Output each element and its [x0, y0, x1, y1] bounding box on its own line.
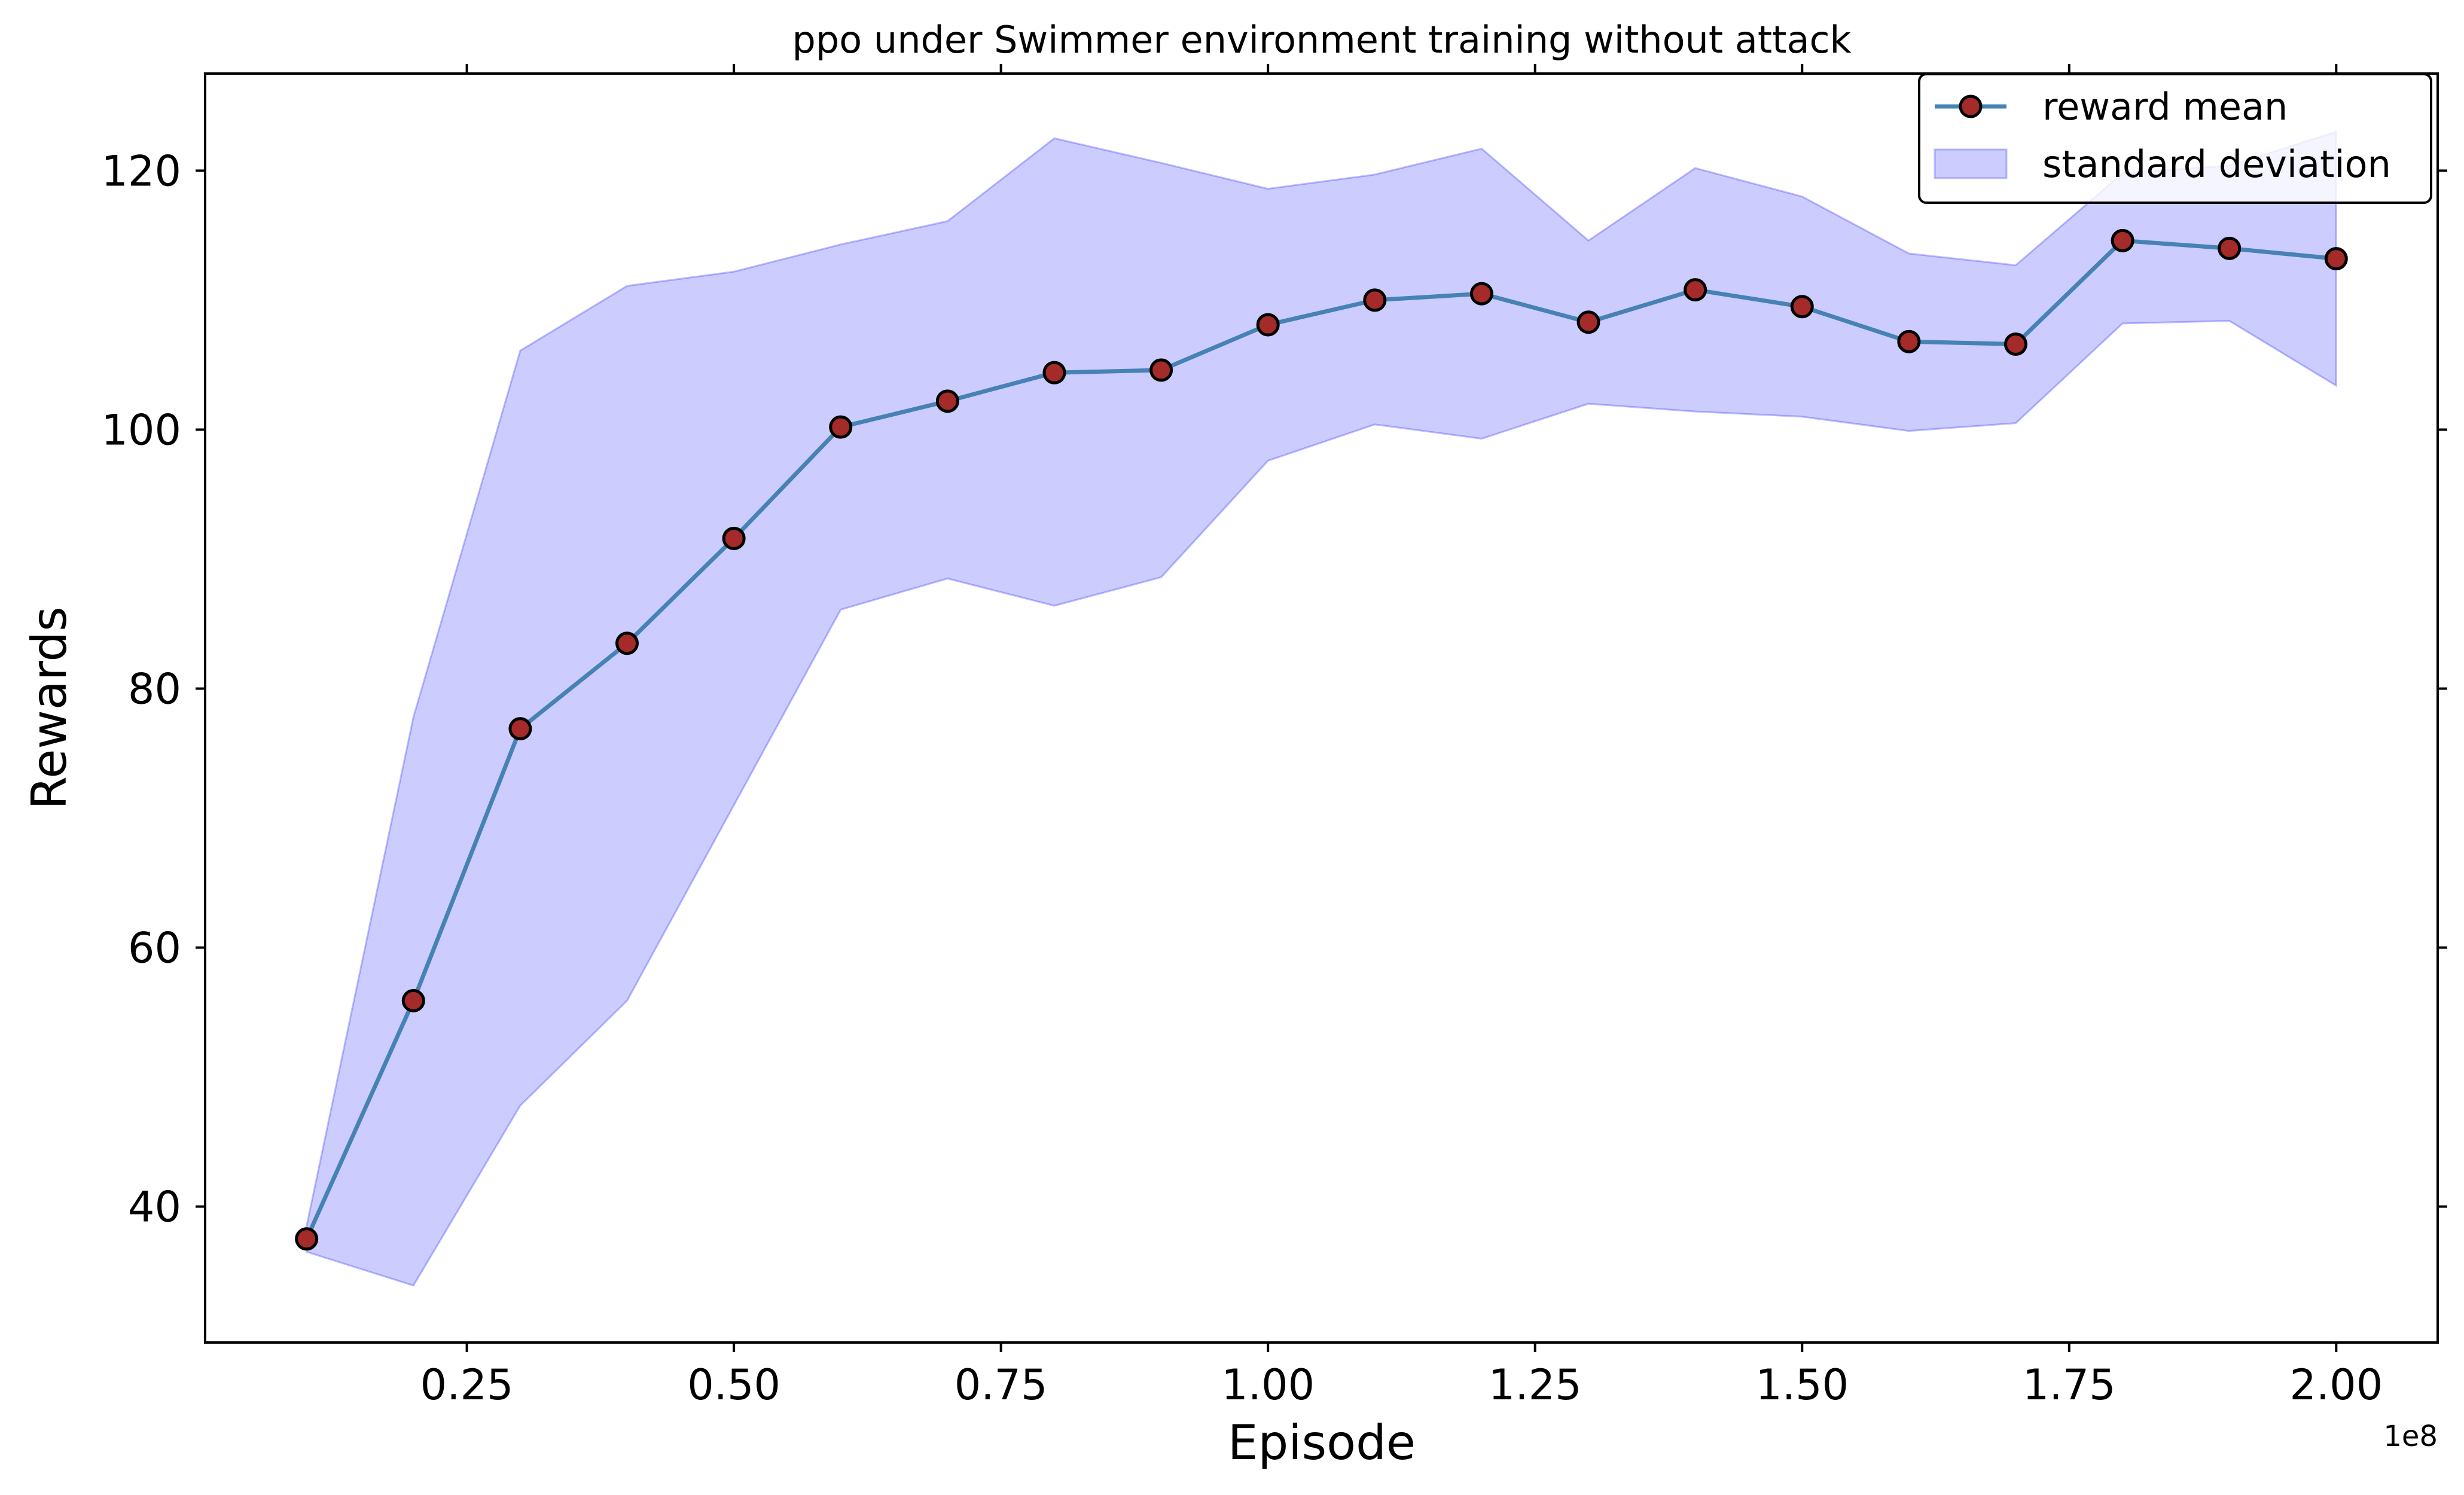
data-point: [935, 389, 959, 413]
std-band: [306, 130, 2337, 1287]
data-point: [2003, 332, 2027, 356]
y-tick-label: 40: [128, 1183, 181, 1232]
y-axis-label: Rewards: [22, 606, 77, 810]
x-tick-label: 1.25: [1489, 1360, 1582, 1409]
x-tick-label: 0.50: [687, 1360, 780, 1409]
legend-label-reward-mean: reward mean: [2042, 85, 2288, 129]
reward-mean-line: [304, 238, 2338, 1241]
y-tick-label: 80: [128, 665, 181, 714]
data-point: [1576, 310, 1600, 334]
data-point: [615, 631, 639, 655]
x-tick-label: 1.75: [2023, 1360, 2116, 1409]
y-tick-label: 100: [101, 405, 181, 454]
plot-frame: [204, 72, 2439, 1344]
data-point: [508, 717, 532, 741]
legend-frame: [1918, 73, 2432, 204]
y-tick-label: 120: [101, 147, 181, 196]
x-tick-label: 0.25: [420, 1360, 514, 1409]
x-tick-label: 1.00: [1221, 1360, 1315, 1409]
data-point: [1042, 361, 1066, 385]
data-point: [1256, 313, 1280, 337]
data-point: [1149, 358, 1173, 382]
data-point: [1897, 329, 1921, 353]
legend-marker-swatch: [1959, 94, 1983, 118]
x-tick-label: 0.75: [955, 1360, 1048, 1409]
data-point: [829, 415, 853, 439]
data-point: [401, 988, 425, 1012]
mean-line-layer: [304, 238, 2338, 1241]
data-point: [722, 526, 746, 550]
mean-marker-layer: [295, 228, 2348, 1251]
data-point: [1684, 278, 1707, 302]
y-axis-ticks: 40 60 80 100 120: [101, 147, 2447, 1232]
legend: reward mean standard deviation: [1918, 73, 2432, 204]
x-axis-ticks: 0.25 0.50 0.75 1.00 1.25 1.50 1.75 2.00: [420, 64, 2383, 1409]
data-point: [1469, 282, 1493, 306]
data-point: [1363, 288, 1387, 312]
y-tick-label: 60: [128, 924, 181, 973]
data-point: [2324, 247, 2348, 271]
data-point: [295, 1227, 319, 1251]
legend-label-standard-deviation: standard deviation: [2042, 142, 2391, 186]
data-point: [1790, 295, 1814, 319]
legend-band-swatch: [1934, 148, 2008, 179]
chart-title: ppo under Swimmer environment training w…: [792, 18, 1852, 62]
x-tick-label: 1.50: [1755, 1360, 1849, 1409]
x-axis-label: Episode: [1228, 1415, 1416, 1470]
x-tick-label: 2.00: [2289, 1360, 2383, 1409]
data-point: [2111, 228, 2134, 252]
std-band-layer: [306, 130, 2337, 1287]
data-point: [2218, 236, 2242, 260]
x-axis-offset-label: 1e8: [2383, 1420, 2438, 1453]
